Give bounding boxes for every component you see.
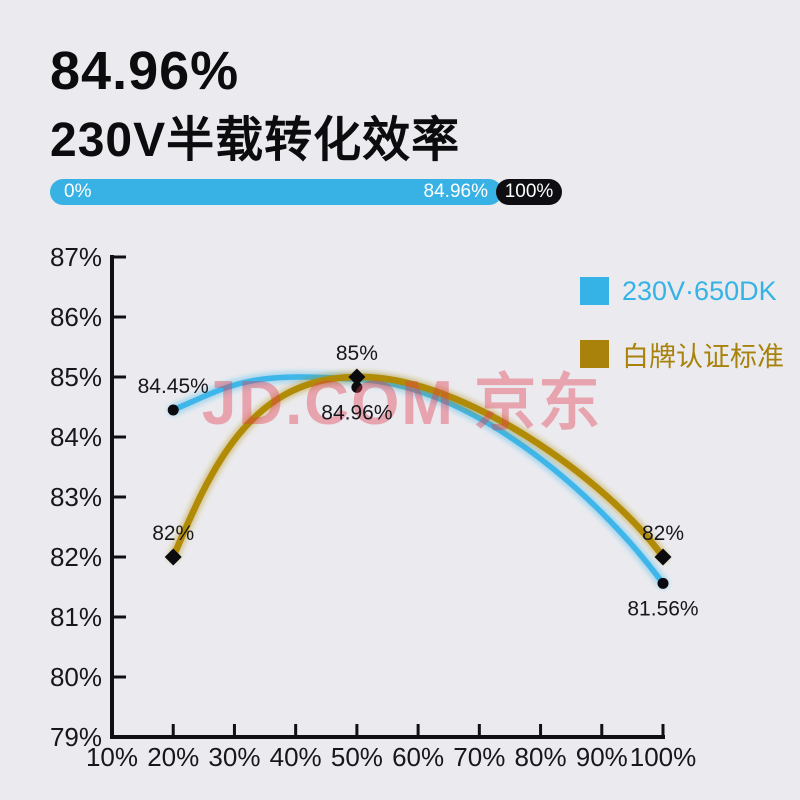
svg-text:83%: 83% [50, 482, 102, 512]
svg-text:85%: 85% [50, 362, 102, 392]
progress-start-label: 0% [64, 181, 92, 202]
progress-value-label: 84.96% [423, 181, 488, 202]
svg-text:84.45%: 84.45% [138, 375, 209, 398]
svg-text:100%: 100% [630, 742, 697, 772]
jd-watermark: JD.COM 京东 [202, 369, 602, 438]
svg-text:50%: 50% [331, 742, 383, 772]
chart-legend: 230V·650DK 白牌认证标准 [580, 275, 784, 403]
efficiency-progress-bar: 0% 84.96% 100% [50, 179, 562, 205]
svg-text:60%: 60% [392, 742, 444, 772]
svg-text:86%: 86% [50, 302, 102, 332]
legend-label-whitebrand: 白牌认证标准 [622, 341, 784, 372]
svg-text:90%: 90% [576, 742, 628, 772]
svg-text:20%: 20% [147, 742, 199, 772]
legend-swatch-blue-icon [580, 277, 609, 305]
progress-fill: 0% 84.96% [50, 179, 502, 205]
legend-item-650dk: 230V·650DK [580, 275, 784, 306]
svg-text:30%: 30% [208, 742, 260, 772]
svg-text:79%: 79% [50, 722, 102, 752]
svg-text:81%: 81% [50, 602, 102, 632]
svg-text:87%: 87% [50, 242, 102, 272]
svg-text:80%: 80% [50, 662, 102, 692]
progress-end-cap: 100% [496, 179, 562, 205]
svg-text:84%: 84% [50, 422, 102, 452]
svg-text:82%: 82% [642, 522, 684, 545]
legend-item-whitebrand: 白牌认证标准 [580, 340, 784, 372]
svg-text:10%: 10% [86, 742, 138, 772]
svg-text:82%: 82% [50, 542, 102, 572]
legend-swatch-gold-icon [580, 340, 609, 368]
svg-text:70%: 70% [453, 742, 505, 772]
headline-value: 84.96% [50, 41, 240, 101]
svg-text:81.56%: 81.56% [627, 597, 698, 620]
svg-text:40%: 40% [270, 742, 322, 772]
legend-label-650dk: 230V·650DK [622, 275, 777, 306]
svg-text:84.96%: 84.96% [321, 401, 392, 424]
headline-subtitle: 230V半载转化效率 [50, 114, 461, 167]
svg-text:80%: 80% [515, 742, 567, 772]
svg-text:82%: 82% [152, 522, 194, 545]
progress-end-label: 100% [504, 181, 554, 202]
svg-text:85%: 85% [336, 342, 378, 365]
